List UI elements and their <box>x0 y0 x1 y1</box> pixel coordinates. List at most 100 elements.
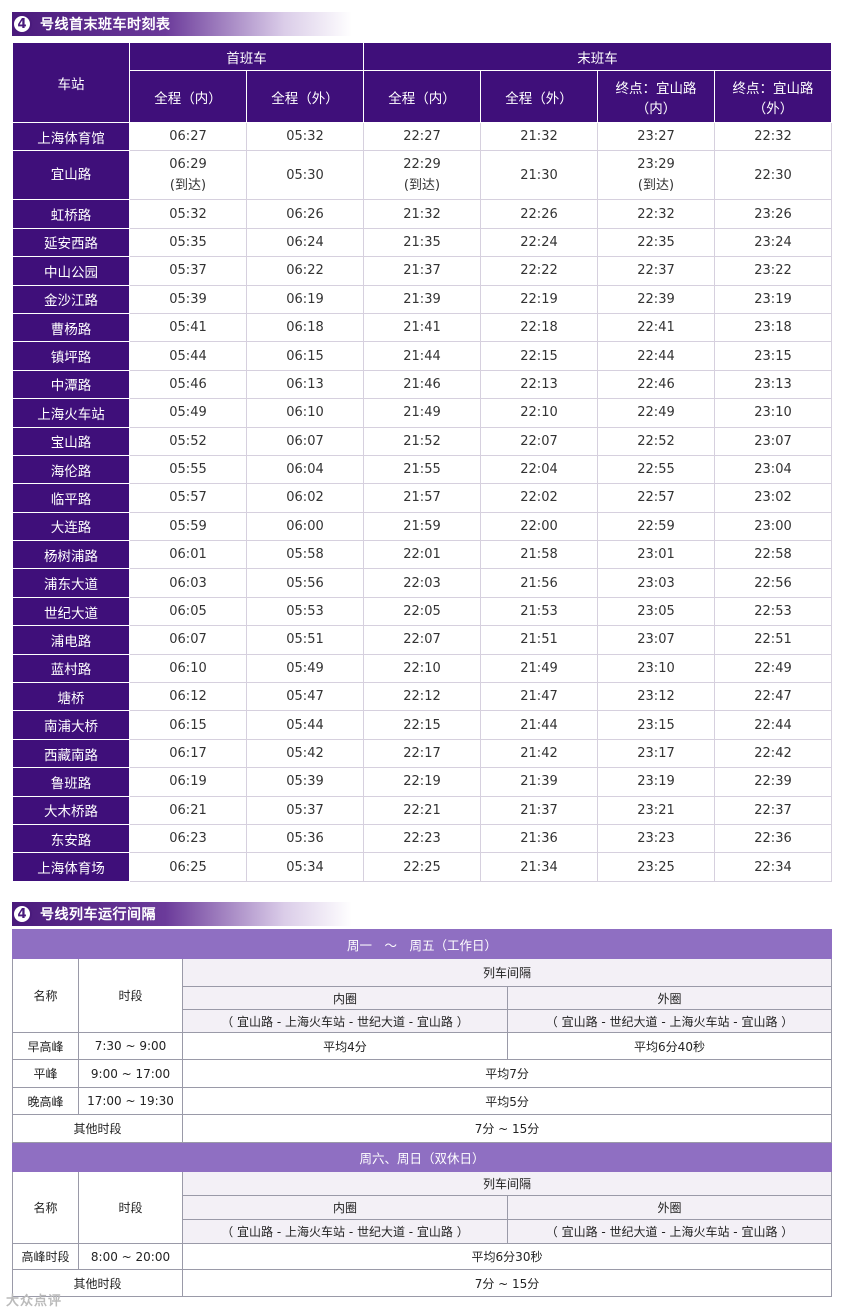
terminal-outer-cell: 23:10 <box>714 398 832 428</box>
terminal-inner-cell: 23:19 <box>597 767 715 797</box>
first-outer-cell: 06:13 <box>246 369 364 400</box>
last-inner-value: 21:52 <box>403 433 441 449</box>
first-outer-cell: 06:07 <box>246 426 364 456</box>
first-outer-cell: 05:36 <box>246 823 364 854</box>
last-outer-value: 21:56 <box>520 575 558 591</box>
first-inner-cell: 05:32 <box>129 199 247 229</box>
row-name: 晚高峰 <box>12 1087 79 1115</box>
last-inner-value: 22:07 <box>403 632 441 648</box>
first-inner-value: 05:44 <box>169 348 207 364</box>
first-inner-value: 06:27 <box>169 129 207 145</box>
last-inner-cell: 22:19 <box>363 767 481 797</box>
last-inner-cell: 22:27 <box>363 121 481 152</box>
first-outer-cell: 05:44 <box>246 710 364 740</box>
first-inner-value: 05:35 <box>169 234 207 250</box>
station-cell: 上海体育馆 <box>12 121 130 152</box>
station-cell: 蓝村路 <box>12 653 130 684</box>
first-inner-value: 06:17 <box>169 746 207 761</box>
last-outer-cell: 22:18 <box>480 312 598 343</box>
terminal-outer-cell: 22:42 <box>714 738 832 769</box>
last-outer-value: 22:19 <box>520 291 558 307</box>
first-outer-cell: 05:53 <box>246 596 364 627</box>
station-value: 上海火车站 <box>37 406 105 423</box>
last-outer-cell: 22:04 <box>480 454 598 485</box>
terminal-outer-value: 23:19 <box>754 291 792 307</box>
terminal-inner-cell: 23:21 <box>597 795 715 825</box>
first-inner-value: 06:01 <box>169 547 207 563</box>
first-inner-value: 06:23 <box>169 831 207 847</box>
arrival-note: (到达) <box>169 178 207 194</box>
terminal-inner-cell: 23:29 (到达) <box>597 150 715 201</box>
weekday-band: 周一 ～ 周五（工作日） <box>11 929 833 959</box>
station-value: 大连路 <box>50 520 92 537</box>
last-outer-cell: 21:44 <box>480 710 598 740</box>
first-outer-cell: 05:47 <box>246 682 364 712</box>
station-value: 杨树浦路 <box>44 548 98 565</box>
terminal-inner-cell: 23:03 <box>597 568 715 598</box>
terminal-outer-value: 22:47 <box>754 689 792 705</box>
station-row: 鲁班路 06:19 05:39 22:19 21:39 23:19 22:39 <box>12 767 832 797</box>
first-inner-cell: 06:21 <box>129 795 247 825</box>
station-row: 浦电路 06:07 05:51 22:07 21:51 23:07 22:51 <box>12 625 832 655</box>
first-outer-cell: 06:19 <box>246 284 364 314</box>
terminal-inner-value: 22:49 <box>637 405 675 421</box>
terminal-outer-value: 22:36 <box>754 831 792 847</box>
station-value: 宝山路 <box>50 435 92 452</box>
first-inner-cell: 06:12 <box>129 682 247 712</box>
station-row: 上海火车站 05:49 06:10 21:49 22:10 22:49 23:10 <box>12 398 832 428</box>
first-inner-cell: 06:07 <box>129 625 247 655</box>
terminal-inner-cell: 23:07 <box>597 625 715 655</box>
first-outer-cell: 05:49 <box>246 653 364 684</box>
last-inner-cell: 22:15 <box>363 710 481 740</box>
station-cell: 西藏南路 <box>12 738 130 769</box>
station-cell: 中潭路 <box>12 369 130 400</box>
first-inner-cell: 06:27 <box>129 121 247 152</box>
last-outer-cell: 21:42 <box>480 738 598 769</box>
first-outer-value: 05:53 <box>286 604 324 620</box>
last-outer-value: 21:30 <box>520 167 558 183</box>
terminal-outer-cell: 22:58 <box>714 540 832 570</box>
station-value: 上海体育馆 <box>37 130 105 147</box>
first-outer-cell: 06:18 <box>246 312 364 343</box>
last-inner-value: 22:21 <box>403 802 441 818</box>
first-outer-cell: 06:04 <box>246 454 364 485</box>
first-outer-value: 05:51 <box>286 632 324 648</box>
terminal-outer-cell: 22:39 <box>714 767 832 797</box>
station-row: 金沙江路 05:39 06:19 21:39 22:19 22:39 23:19 <box>12 284 832 314</box>
last-inner-cell: 21:44 <box>363 341 481 371</box>
last-outer-value: 21:53 <box>520 604 558 620</box>
last-inner-cell: 22:17 <box>363 738 481 769</box>
first-outer-cell: 05:56 <box>246 568 364 598</box>
watermark-logo: 大众点评 <box>6 1294 63 1309</box>
first-inner-cell: 06:01 <box>129 540 247 570</box>
last-inner-value: 21:55 <box>403 462 441 478</box>
last-inner-cell: 22:21 <box>363 795 481 825</box>
last-inner-value: 22:27 <box>403 129 441 145</box>
first-outer-cell: 05:30 <box>246 150 364 201</box>
station-row: 浦东大道 06:03 05:56 22:03 21:56 23:03 22:56 <box>12 568 832 598</box>
first-inner-value: 06:07 <box>169 632 207 648</box>
first-inner-cell: 06:17 <box>129 738 247 769</box>
outer-loop-route: （ 宜山路 - 世纪大道 - 上海火车站 - 宜山路 ） <box>506 1009 833 1033</box>
terminal-outer-cell: 23:18 <box>714 312 832 343</box>
station-cell: 中山公园 <box>12 256 130 286</box>
last-inner-value: 21:41 <box>403 320 441 336</box>
first-inner-value: 05:55 <box>169 462 207 478</box>
first-outer-cell: 05:51 <box>246 625 364 655</box>
last-inner-cell: 21:59 <box>363 511 481 542</box>
terminal-inner-value: 23:19 <box>637 774 675 790</box>
station-cell: 浦电路 <box>12 625 130 655</box>
terminal-inner-value: 23:21 <box>637 802 675 818</box>
inner-loop-route: （ 宜山路 - 上海火车站 - 世纪大道 - 宜山路 ） <box>182 1219 508 1244</box>
terminal-inner-cell: 23:01 <box>597 540 715 570</box>
terminal-outer-cell: 23:04 <box>714 454 832 485</box>
terminal-inner-cell: 23:10 <box>597 653 715 684</box>
row-interval: 7分 ~ 15分 <box>181 1269 833 1297</box>
first-outer-value: 06:13 <box>286 376 324 392</box>
last-outer-cell: 22:19 <box>480 284 598 314</box>
terminal-outer-cell: 22:49 <box>714 653 832 684</box>
station-cell: 镇坪路 <box>12 341 130 371</box>
name-header: 名称 <box>12 1171 79 1244</box>
terminal-inner-line2: （内） <box>635 100 677 117</box>
interval-title: 号线列车运行间隔 <box>40 907 156 923</box>
